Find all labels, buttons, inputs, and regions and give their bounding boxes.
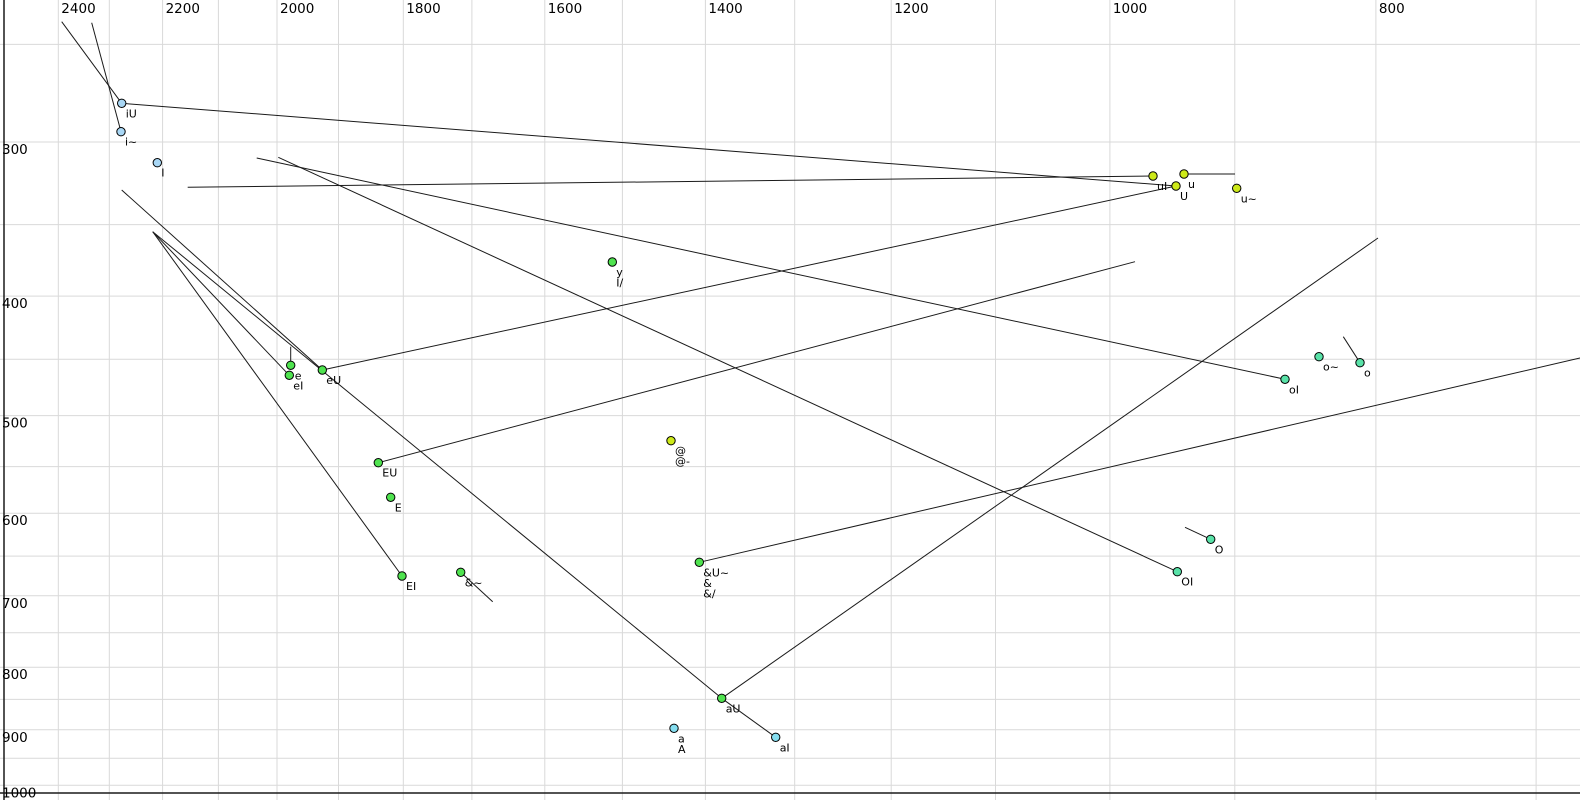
vowel-point-ai — [771, 732, 781, 742]
x-axis-tick-label: 1200 — [894, 1, 928, 17]
vowel-point-u-nasal — [1232, 183, 1242, 194]
vowel-label-e: e — [295, 369, 302, 382]
vowel-point-iu — [117, 98, 127, 109]
vowel-point-o-nasal — [1314, 352, 1324, 362]
vowel-point-e — [286, 360, 296, 370]
vowel-label-i-nasal: i~ — [125, 136, 137, 149]
vowel-point-ui — [1148, 171, 1158, 181]
vowel-point-cap-ei — [397, 571, 407, 581]
vowel-point-ash-u-nasal — [694, 557, 704, 567]
y-axis-tick-label: 800 — [2, 667, 28, 683]
vowel-point-schwa — [666, 436, 676, 446]
vowel-point-cap-u — [1171, 181, 1181, 191]
trajectory-line-tail-to-EI — [152, 231, 403, 577]
trajectory-line-aU-tail — [721, 237, 1379, 699]
vowel-label-cap-eu: EU — [382, 467, 397, 480]
x-axis-tick-label: 1000 — [1113, 1, 1147, 17]
vowel-point-a — [669, 723, 679, 733]
trajectory-line-aU-to-aI — [721, 697, 776, 738]
vowel-label-a: A — [678, 743, 686, 756]
trajectory-line-tail-to-eI — [152, 231, 290, 376]
y-axis-tick-label: 1000 — [2, 785, 36, 800]
trajectory-line-tail-to-o — [1342, 336, 1361, 363]
y-axis-tick-label: 300 — [2, 142, 28, 158]
trajectory-line-tail-to-i-nasal — [91, 22, 122, 132]
trajectory-line-tail-to-uI — [187, 175, 1154, 188]
vowel-label-cap-e: E — [395, 501, 402, 514]
vowel-label-u-nasal: u~ — [1241, 192, 1257, 205]
vowel-label-oi: oI — [1289, 383, 1299, 396]
vowel-point-y — [607, 257, 617, 267]
vowel-label-cap-u: U — [1180, 190, 1188, 203]
vowel-label-eu: eU — [326, 374, 341, 387]
vowel-label-u: u — [1188, 178, 1195, 191]
vowel-point-ei — [284, 370, 294, 380]
vowel-point-cap-eu — [373, 458, 383, 468]
y-axis-tick-label: 400 — [2, 296, 28, 312]
trajectory-line-eU-to-U — [322, 185, 1177, 371]
x-axis-tick-label: 1800 — [406, 1, 440, 17]
vowel-point-i-nasal — [116, 127, 126, 137]
trajectory-line-ash-nasal-tail — [460, 571, 494, 603]
vowel-point-ash-nasal — [456, 567, 466, 577]
trajectory-line-iU-to-U — [121, 102, 1177, 187]
trajectory-line-tail-to-OI — [278, 156, 1178, 573]
vowel-label-cap-i: I — [161, 167, 164, 180]
trajectory-line-tail-to-iU — [61, 21, 123, 104]
vowel-label-schwa: @ — [675, 445, 686, 458]
vowel-label-ash-u-nasal: & — [703, 577, 712, 590]
trajectory-line-tail-to-eU — [121, 189, 323, 371]
trajectory-line-tail-to-oI — [256, 157, 1286, 380]
y-axis-tick-label: 700 — [2, 596, 28, 612]
vowel-point-u — [1179, 169, 1189, 179]
trajectory-line-tail-to-aU — [152, 231, 723, 699]
vowel-point-oi — [1280, 374, 1290, 384]
vowel-point-o — [1355, 358, 1365, 368]
vowel-label-y: y — [616, 266, 623, 279]
x-axis-tick-label: 2200 — [166, 1, 200, 17]
vowel-label-ash-u-nasal: &/ — [703, 587, 716, 600]
vowel-point-cap-o — [1206, 534, 1216, 544]
vowel-point-eu — [317, 365, 327, 375]
x-axis-tick-label: 800 — [1379, 1, 1405, 17]
vowel-label-ui: uI — [1157, 180, 1167, 193]
vowel-label-ai: aI — [780, 741, 790, 754]
vowel-label-schwa: @- — [675, 455, 690, 468]
vowel-label-cap-o: O — [1215, 543, 1224, 556]
vowel-label-o-nasal: o~ — [1323, 361, 1339, 374]
x-axis-tick-label: 2400 — [61, 1, 95, 17]
x-axis-tick-label: 1600 — [548, 1, 582, 17]
trajectory-line-EU-tail — [378, 261, 1136, 464]
trajectory-line-tail-to-O — [1184, 526, 1211, 540]
y-axis-tick-label: 600 — [2, 513, 28, 529]
vowel-label-cap-ei: EI — [406, 580, 416, 593]
x-axis-tick-label: 2000 — [280, 1, 314, 17]
vowel-label-ash-nasal: &~ — [465, 576, 483, 589]
vowel-point-cap-i — [152, 158, 163, 168]
vowel-label-ei: eI — [293, 379, 303, 392]
vowel-label-ash-u-nasal: &U~ — [703, 566, 729, 579]
vowel-point-cap-e — [386, 492, 396, 502]
vowel-point-cap-oi — [1172, 567, 1183, 577]
y-axis-tick-label: 900 — [2, 730, 28, 746]
y-axis-tick-label: 500 — [2, 416, 28, 432]
trajectory-line-ash-u-nasal-tail — [699, 357, 1580, 563]
vowel-label-a: a — [678, 732, 685, 745]
vowel-label-o: o — [1364, 367, 1371, 380]
vowel-label-cap-oi: OI — [1181, 576, 1193, 589]
vowel-point-au — [717, 693, 727, 703]
x-axis-tick-label: 1400 — [708, 1, 742, 17]
vowel-label-y: I/ — [616, 277, 623, 290]
vowel-label-iu: iU — [126, 107, 137, 120]
vowel-label-au: aU — [726, 702, 741, 715]
